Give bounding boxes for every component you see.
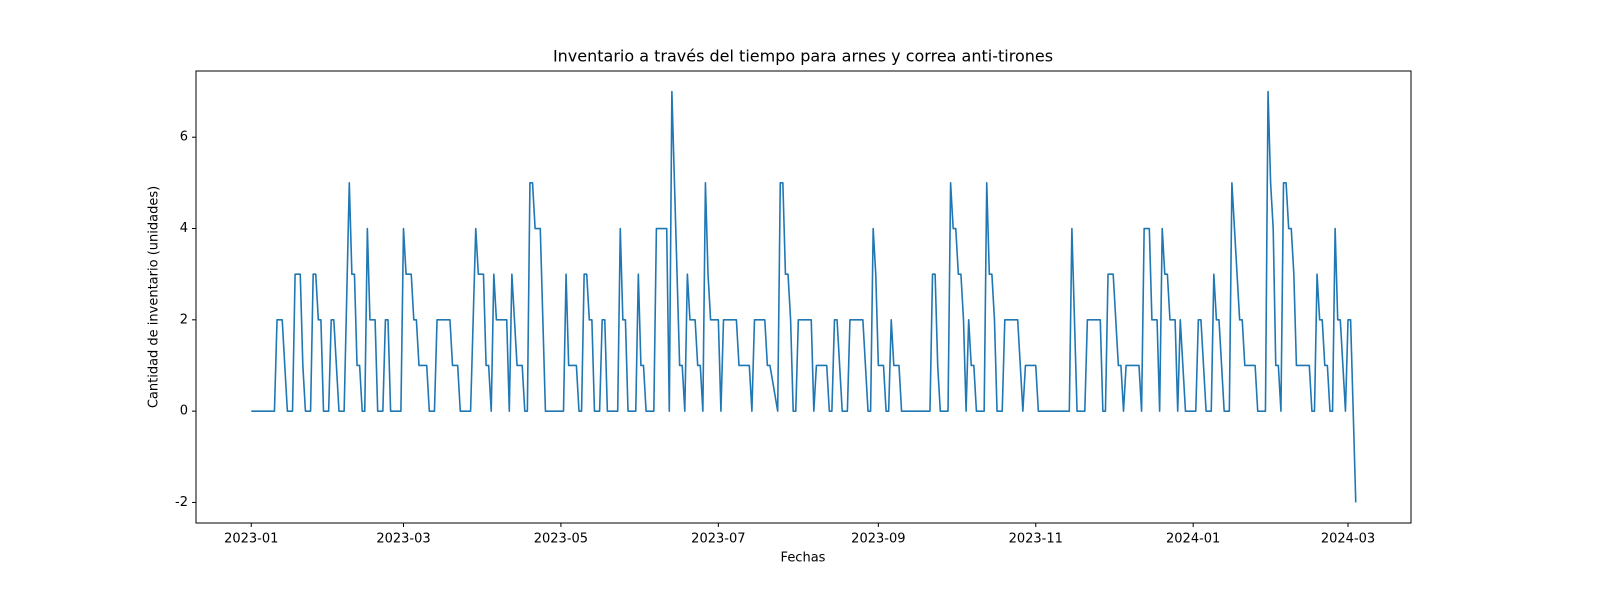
x-tick-label: 2023-07 xyxy=(691,532,745,547)
data-line xyxy=(251,90,1357,503)
x-tick-label: 2024-03 xyxy=(1321,532,1375,547)
y-axis-label: Cantidad de inventario (unidades) xyxy=(147,186,162,408)
x-tick-label: 2023-09 xyxy=(851,532,905,547)
y-tick-label: 2 xyxy=(180,312,188,327)
y-tick-label: 4 xyxy=(180,221,188,236)
x-tick-label: 2024-01 xyxy=(1166,532,1220,547)
x-tick-label: 2023-05 xyxy=(534,532,588,547)
x-tick-label: 2023-11 xyxy=(1009,532,1063,547)
y-tick-label: -2 xyxy=(175,495,188,510)
chart-title: Inventario a través del tiempo para arne… xyxy=(553,47,1053,66)
y-tick-label: 6 xyxy=(180,130,188,145)
x-tick-label: 2023-01 xyxy=(224,532,278,547)
y-tick-label: 0 xyxy=(180,404,188,419)
x-tick-label: 2023-03 xyxy=(376,532,430,547)
plot-frame xyxy=(195,70,1412,524)
x-axis-label: Fechas xyxy=(781,551,826,566)
